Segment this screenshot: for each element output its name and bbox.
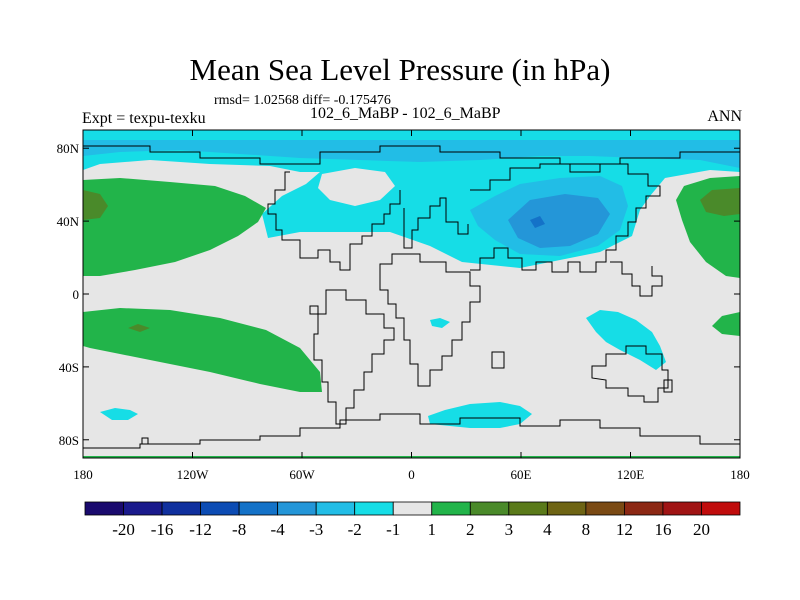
colorbar-swatch: [161, 501, 201, 516]
colorbar-swatch: [585, 501, 625, 516]
colorbar-label: 4: [543, 520, 552, 539]
coast-europe: [403, 197, 469, 249]
south-atlantic-blob: [428, 402, 532, 428]
eurasia-deepest-core: [530, 216, 545, 228]
colorbar-label: -12: [189, 520, 212, 539]
colorbar-label: -20: [112, 520, 135, 539]
colorbar-swatch: [508, 501, 548, 516]
x-tick-label: 180: [730, 467, 750, 482]
colorbar-label: -16: [151, 520, 174, 539]
arctic-blue-band: [83, 140, 740, 168]
experiment-subtitle: 102_6_MaBP - 102_6_MaBP: [310, 105, 501, 122]
coast-se-asia: [610, 261, 663, 297]
colorbar-label: -2: [348, 520, 362, 539]
colorbar-label: 12: [616, 520, 633, 539]
colorbar-label: 3: [505, 520, 514, 539]
colorbar-swatch: [392, 501, 433, 516]
y-tick-label: 0: [73, 287, 80, 302]
plot-title: Mean Sea Level Pressure (in hPa): [189, 52, 611, 87]
coast-australia: [591, 345, 669, 403]
colorbar: -20 -16 -12 -8 -4 -3 -2 -1 1 2 3 4 8 12 16 20: [84, 501, 741, 539]
colorbar-swatch: [662, 501, 702, 516]
x-tick-label: 60W: [289, 467, 315, 482]
colorbar-label: -1: [386, 520, 400, 539]
colorbar-swatch: [701, 501, 741, 516]
colorbar-swatch: [624, 501, 664, 516]
colorbar-label: 16: [654, 520, 671, 539]
atlantic-small-blob: [430, 318, 450, 328]
colorbar-swatch: [354, 501, 394, 516]
y-tick-label: 40S: [59, 360, 79, 375]
colorbar-swatch: [238, 501, 279, 516]
axis-ticks: 180 120W 60W 0 60E 120E 180 80N 40N 0 40S 80S: [57, 130, 750, 482]
coast-islands: [141, 305, 673, 445]
season-label: ANN: [707, 108, 742, 125]
colorbar-swatch: [277, 501, 317, 516]
x-tick-label: 180: [73, 467, 93, 482]
expt-label: Expt = texpu-texku: [82, 110, 206, 127]
y-tick-label: 40N: [57, 214, 80, 229]
colorbar-swatch: [315, 501, 356, 516]
x-tick-label: 120E: [617, 467, 645, 482]
colorbar-label: -4: [271, 520, 286, 539]
colorbar-label: 8: [582, 520, 591, 539]
colorbar-swatch: [469, 501, 510, 516]
colorbar-label: 20: [693, 520, 710, 539]
x-tick-label: 0: [408, 467, 415, 482]
colorbar-swatch: [123, 501, 163, 516]
coast-arctic: [83, 145, 740, 165]
pressure-field: [83, 130, 740, 458]
colorbar-label: 2: [466, 520, 475, 539]
coast-antarctica: [83, 413, 740, 456]
coast-africa: [379, 253, 481, 387]
right-edge-core: [700, 188, 740, 216]
colorbar-swatch: [200, 501, 240, 516]
colorbar-swatch: [431, 501, 471, 516]
y-tick-label: 80S: [59, 433, 79, 448]
coast-south-america: [313, 289, 395, 425]
north-atlantic-gap: [318, 168, 395, 206]
southeast-edge-green: [712, 312, 740, 336]
eurasia-dark-blue-core: [508, 194, 610, 248]
coastlines: [83, 145, 740, 456]
stats-text: rmsd= 1.02568 diff= -0.175476: [214, 93, 391, 108]
southern-pacific-blob: [100, 408, 138, 420]
x-tick-label: 120W: [177, 467, 210, 482]
coast-asia: [470, 163, 661, 273]
north-pacific-green: [83, 178, 266, 276]
x-tick-label: 60E: [511, 467, 532, 482]
north-pacific-core: [83, 190, 108, 220]
south-pacific-core: [128, 324, 150, 332]
colorbar-swatch: [84, 501, 124, 516]
coast-north-america: [267, 171, 401, 271]
y-tick-label: 80N: [57, 141, 80, 156]
colorbar-label: 1: [428, 520, 437, 539]
colorbar-label: -8: [232, 520, 246, 539]
colorbar-swatch: [546, 501, 587, 516]
south-indian-blob: [586, 310, 666, 370]
colorbar-label: -3: [309, 520, 323, 539]
